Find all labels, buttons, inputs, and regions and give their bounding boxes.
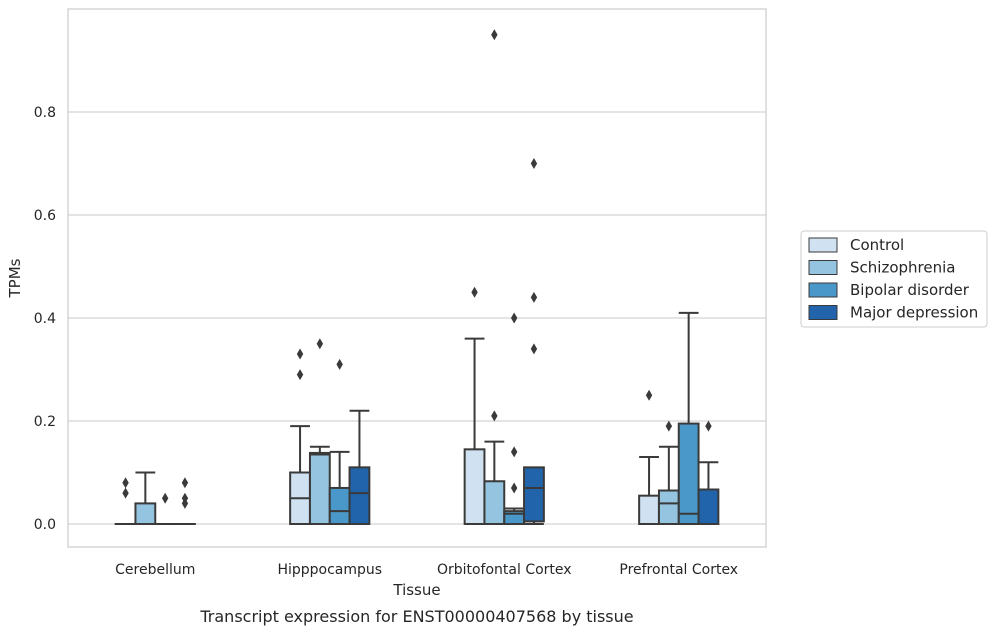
plot-area [68, 9, 766, 547]
box-3-2 [523, 158, 545, 525]
box-body [328, 486, 351, 526]
box-body [638, 494, 660, 525]
legend-frame [800, 230, 988, 328]
outlier-point [471, 286, 478, 298]
box-body [348, 466, 371, 526]
legend-label: Control [850, 236, 904, 254]
x-axis-ticks: Cerebellum Hipppocampus Orbitofontal Corte… [115, 562, 738, 578]
x-axis-label: Tissue [392, 581, 440, 599]
box-1-0 [134, 471, 157, 525]
chart-caption: Transcript expression for ENST0000040756… [199, 607, 633, 626]
outlier-point [665, 420, 673, 432]
outlier-point [530, 343, 538, 355]
outlier-point [122, 477, 129, 489]
box-body [523, 466, 545, 523]
box-body [677, 422, 700, 526]
outlier-point [181, 477, 189, 489]
box-body [308, 451, 331, 525]
outlier-point [161, 492, 169, 504]
boxes [114, 29, 720, 526]
box-2-1 [328, 358, 351, 526]
legend-swatch [808, 305, 838, 320]
box-3-1 [348, 409, 371, 526]
legend-label: Bipolar disorder [850, 281, 970, 299]
legend: Control Schizophrenia Bipolar disorder Majo… [800, 230, 988, 328]
y-tick-label: 0.8 [34, 105, 56, 121]
box-2-3 [677, 311, 700, 526]
outlier-point [296, 369, 304, 381]
box-3-3 [697, 420, 720, 525]
box-body [483, 480, 506, 526]
legend-label: Schizophrenia [850, 259, 955, 277]
box-body [463, 448, 486, 526]
y-tick-label: 0.6 [34, 208, 56, 224]
legend-label: Major depression [850, 304, 978, 322]
box-body [657, 489, 680, 525]
x-tick-label: Orbitofontal Cortex [437, 562, 572, 578]
box-1-2 [483, 29, 506, 526]
y-axis-label: TPMs [6, 258, 24, 298]
outlier-point [491, 410, 498, 422]
x-tick-label: Hipppocampus [277, 562, 382, 578]
outlier-point [316, 338, 324, 350]
y-tick-label: 0.4 [34, 311, 56, 327]
outlier-point [510, 446, 518, 458]
legend-swatch [808, 282, 838, 298]
outlier-point [530, 291, 538, 303]
plot-frame [67, 8, 767, 548]
y-tick-label: 0.2 [34, 414, 56, 430]
outlier-point [122, 487, 129, 499]
box-body [697, 488, 720, 525]
box-body [134, 502, 157, 525]
outlier-point [530, 158, 538, 169]
y-axis-ticks: 0.0 0.2 0.4 0.6 0.8 [34, 105, 56, 533]
box-0-3 [638, 389, 660, 525]
legend-swatch [808, 237, 838, 253]
y-tick-label: 0.0 [34, 517, 56, 533]
x-tick-label: Cerebellum [115, 562, 195, 578]
outlier-point [181, 492, 189, 504]
outlier-point [645, 389, 653, 401]
outlier-point [705, 420, 712, 432]
legend-swatch [808, 260, 838, 275]
outlier-point [296, 348, 304, 360]
outlier-point [510, 312, 518, 324]
outlier-point [510, 482, 518, 494]
outlier-point [491, 29, 498, 41]
box-3-0 [174, 477, 196, 526]
x-tick-label: Prefrontal Cortex [619, 562, 738, 578]
outlier-point [336, 358, 343, 370]
